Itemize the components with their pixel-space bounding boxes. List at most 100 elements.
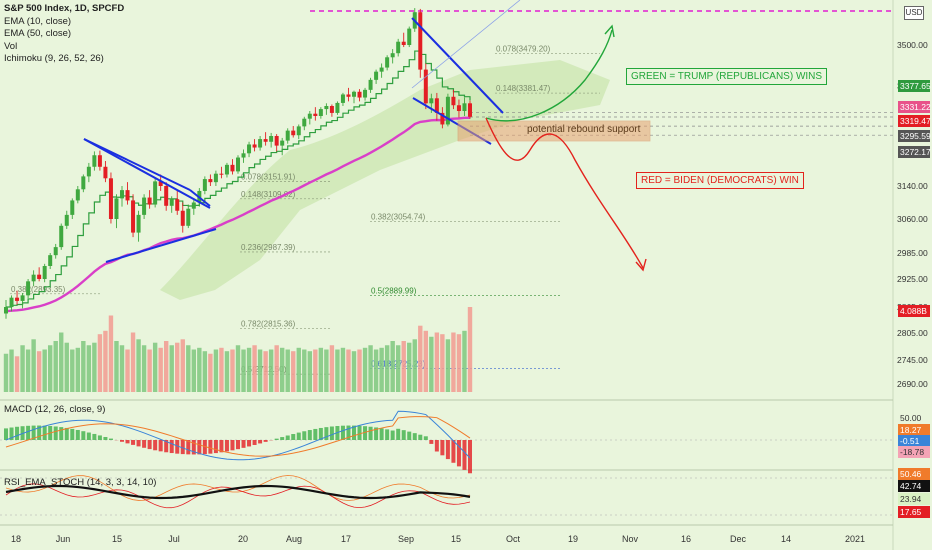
fib-level-label: 0.148(3109.02)	[241, 190, 296, 199]
price-badge-label: 3272.17	[900, 147, 931, 157]
volume-bar	[302, 349, 307, 392]
candle-body	[329, 106, 334, 113]
candle-body	[407, 28, 412, 45]
candle-body	[357, 91, 362, 98]
volume-bar	[268, 349, 274, 392]
macd-histogram-bar	[302, 431, 307, 440]
candle-body	[147, 197, 152, 205]
volume-bar	[313, 349, 318, 392]
candle-body	[114, 198, 119, 219]
volume-bar	[246, 347, 252, 392]
macd-histogram-bar	[213, 440, 218, 454]
candle-body	[462, 103, 467, 111]
price-badge-label: 3377.65	[900, 81, 931, 91]
volume-bar	[81, 341, 86, 392]
volume-bar	[440, 334, 445, 392]
rsi-legend[interactable]: RSI_EMA_STOCH (14, 3, 3, 14, 10)	[4, 477, 157, 488]
candle-body	[440, 112, 445, 125]
trendline	[105, 228, 217, 263]
volume-bar	[175, 342, 180, 392]
candle-body	[125, 190, 130, 201]
candle-body	[429, 98, 434, 104]
macd-histogram-bar	[197, 440, 202, 455]
rsi-stoch-k-line	[5, 475, 471, 501]
fib-level-label: 0.382(3054.74)	[371, 212, 426, 221]
time-axis-tick: Sep	[398, 534, 414, 544]
time-axis-tick: 17	[341, 534, 351, 544]
rebound-support-label: potential rebound support	[527, 124, 641, 135]
macd-badge	[898, 446, 930, 458]
candle-body	[191, 202, 196, 209]
candle-body	[374, 71, 379, 80]
volume-bar	[451, 332, 456, 392]
volume-bar	[47, 345, 53, 392]
volume-bar	[103, 330, 108, 392]
price-badge	[898, 115, 930, 127]
macd-histogram-bar	[70, 428, 75, 440]
trendline	[189, 189, 211, 207]
candle-body	[401, 41, 406, 45]
macd-histogram-bar	[92, 433, 97, 440]
time-axis-tick: 20	[238, 534, 248, 544]
currency-label[interactable]: USD	[904, 6, 924, 20]
volume-bar	[230, 349, 235, 392]
macd-badge	[898, 435, 930, 447]
candle-body	[42, 266, 47, 279]
candle-body	[103, 166, 108, 179]
rsi-badge-label: 42.74	[900, 481, 922, 491]
legend-ichimoku[interactable]: Ichimoku (9, 26, 52, 26)	[4, 53, 104, 64]
candle-body	[164, 186, 169, 206]
volume-bar	[208, 353, 213, 392]
volume-bar	[31, 339, 36, 392]
rsi-badge-label: 17.65	[900, 507, 922, 517]
macd-histogram-bar	[280, 437, 285, 440]
volume-bar	[318, 347, 324, 392]
volume-bar	[224, 351, 230, 392]
macd-histogram-bar	[208, 440, 213, 454]
time-axis-tick: 18	[11, 534, 21, 544]
volume-bar	[373, 349, 379, 392]
macd-legend[interactable]: MACD (12, 26, close, 9)	[4, 404, 106, 415]
macd-histogram-bar	[368, 426, 373, 440]
volume-bar	[70, 349, 75, 392]
time-axis-tick: Dec	[730, 534, 747, 544]
candle-body	[180, 210, 185, 226]
volume-bar	[274, 345, 279, 392]
macd-histogram-bar	[125, 440, 130, 444]
candle-body	[108, 178, 113, 219]
candle-body	[274, 136, 279, 146]
price-badge-label: 3295.59	[900, 131, 931, 141]
candle-body	[434, 98, 439, 113]
volume-bar	[423, 330, 429, 392]
macd-histogram-bar	[263, 440, 268, 442]
fib-level-label: 0.148(3381.47)	[496, 84, 551, 93]
legend-vol[interactable]: Vol	[4, 40, 18, 52]
candle-body	[26, 281, 31, 296]
legend-title: S&P 500 Index, 1D, SPCFD	[4, 3, 125, 14]
macd-histogram-bar	[236, 440, 240, 450]
candle-body	[31, 274, 36, 282]
candle-body	[219, 173, 224, 175]
macd-badge	[898, 424, 930, 436]
volume-bar	[64, 342, 69, 392]
price-axis-tick: 3060.00	[897, 214, 928, 224]
volume-bar	[86, 345, 92, 392]
legend-ema50[interactable]: EMA (50, close)	[4, 28, 72, 39]
volume-bar	[75, 347, 81, 392]
candle-body	[307, 113, 312, 119]
legend-ema10[interactable]: EMA (10, close)	[4, 15, 72, 27]
candle-body	[92, 155, 97, 167]
time-axis-tick: 16	[681, 534, 691, 544]
price-badge-label: 4.088B	[900, 306, 927, 316]
macd-histogram-bar	[175, 440, 180, 454]
macd-histogram-bar	[202, 440, 207, 455]
macd-histogram-bar	[158, 440, 163, 452]
price-badge	[898, 80, 930, 92]
macd-histogram-bar	[219, 440, 224, 453]
volume-bar	[395, 345, 401, 392]
candle-body	[142, 197, 147, 215]
volume-bar	[235, 345, 241, 392]
macd-histogram-bar	[224, 440, 229, 452]
